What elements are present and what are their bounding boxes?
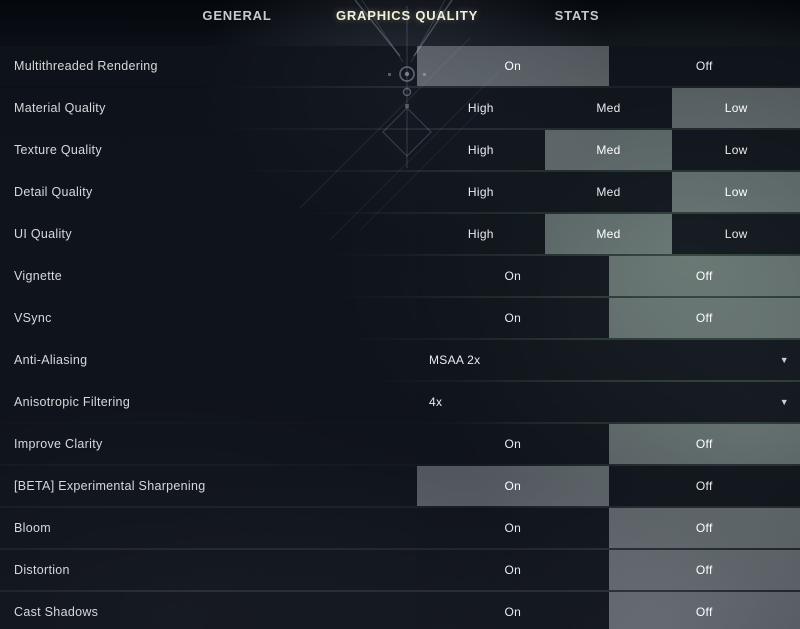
setting-label: Vignette [0,256,417,296]
settings-row: Multithreaded Rendering On Off [0,46,800,86]
setting-label: Anti-Aliasing [0,340,417,380]
option-button[interactable]: High [417,130,545,170]
option-button[interactable]: Off [608,256,800,296]
option-button[interactable]: Off [608,298,800,338]
settings-row: VSync On Off [0,298,800,338]
setting-label: [BETA] Experimental Sharpening [0,466,417,506]
setting-label: Multithreaded Rendering [0,46,417,86]
option-button[interactable]: Low [672,88,800,128]
setting-label: Anisotropic Filtering [0,382,417,422]
setting-controls: MSAA 2x ▼ [417,340,800,380]
option-button[interactable]: Low [672,130,800,170]
settings-row: Anti-Aliasing MSAA 2x ▼ [0,340,800,380]
settings-row: Texture Quality High Med Low [0,130,800,170]
option-button[interactable]: High [417,88,545,128]
option-button[interactable]: Off [608,46,800,86]
setting-label: Bloom [0,508,417,548]
option-button[interactable]: Low [672,214,800,254]
setting-label: Texture Quality [0,130,417,170]
setting-label: VSync [0,298,417,338]
setting-controls: On Off [417,550,800,590]
option-button[interactable]: Off [608,592,800,629]
setting-controls: On Off [417,256,800,296]
option-button[interactable]: Med [544,88,673,128]
option-button[interactable]: On [417,550,609,590]
option-button[interactable]: On [417,508,609,548]
dropdown-value: MSAA 2x [429,353,481,367]
option-button[interactable]: Off [608,466,800,506]
option-button[interactable]: Off [608,550,800,590]
settings-row: UI Quality High Med Low [0,214,800,254]
setting-controls: On Off [417,466,800,506]
option-button[interactable]: On [417,298,609,338]
setting-controls: 4x ▼ [417,382,800,422]
settings-row: [BETA] Experimental Sharpening On Off [0,466,800,506]
option-button[interactable]: On [417,424,609,464]
setting-label: Distortion [0,550,417,590]
setting-controls: On Off [417,46,800,86]
setting-controls: On Off [417,298,800,338]
tab-graphics-quality[interactable]: GRAPHICS QUALITY [335,8,479,23]
dropdown[interactable]: MSAA 2x ▼ [417,340,800,380]
setting-label: Cast Shadows [0,592,417,629]
option-button[interactable]: On [417,256,609,296]
setting-controls: High Med Low [417,130,800,170]
option-button[interactable]: Med [544,130,673,170]
option-button[interactable]: Off [608,424,800,464]
option-button[interactable]: High [417,214,545,254]
setting-controls: On Off [417,592,800,629]
settings-row: Anisotropic Filtering 4x ▼ [0,382,800,422]
tab-general[interactable]: GENERAL [202,8,272,23]
setting-controls: High Med Low [417,88,800,128]
tab-stats[interactable]: STATS [554,8,600,23]
setting-controls: On Off [417,508,800,548]
setting-controls: High Med Low [417,172,800,212]
chevron-down-icon: ▼ [779,397,789,407]
option-button[interactable]: High [417,172,545,212]
settings-tab-bar: GENERAL GRAPHICS QUALITY STATS [0,0,800,46]
setting-label: Material Quality [0,88,417,128]
setting-label: UI Quality [0,214,417,254]
settings-row: Distortion On Off [0,550,800,590]
settings-row: Vignette On Off [0,256,800,296]
settings-row: Bloom On Off [0,508,800,548]
setting-label: Improve Clarity [0,424,417,464]
option-button[interactable]: Low [672,172,800,212]
option-button[interactable]: Med [544,214,673,254]
setting-controls: On Off [417,424,800,464]
settings-row: Material Quality High Med Low [0,88,800,128]
settings-row: Detail Quality High Med Low [0,172,800,212]
setting-label: Detail Quality [0,172,417,212]
chevron-down-icon: ▼ [779,355,789,365]
settings-row: Improve Clarity On Off [0,424,800,464]
option-button[interactable]: On [417,46,609,86]
option-button[interactable]: On [417,592,609,629]
setting-controls: High Med Low [417,214,800,254]
option-button[interactable]: Off [608,508,800,548]
dropdown-value: 4x [429,395,443,409]
dropdown[interactable]: 4x ▼ [417,382,800,422]
option-button[interactable]: On [417,466,609,506]
option-button[interactable]: Med [544,172,673,212]
settings-rows: Multithreaded Rendering On Off Material Q… [0,46,800,629]
settings-row: Cast Shadows On Off [0,592,800,629]
